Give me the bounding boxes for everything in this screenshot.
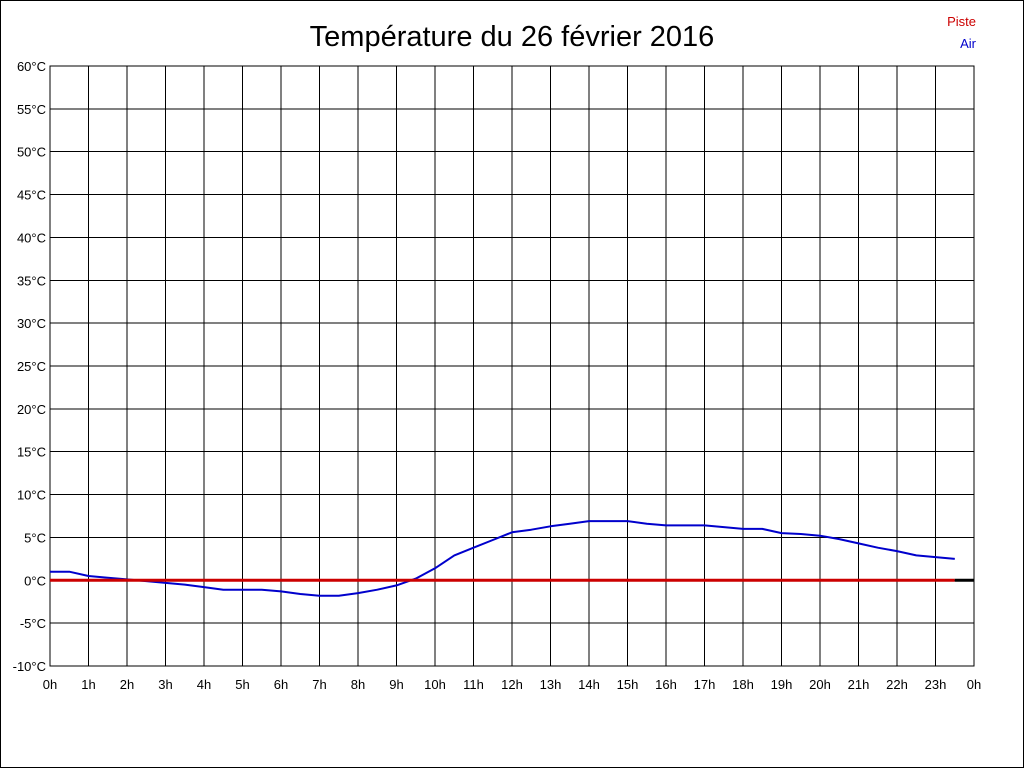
y-tick-label: 0°C [24,573,46,588]
y-tick-label: 30°C [17,316,46,331]
chart-title: Température du 26 février 2016 [310,21,715,53]
series-line-air [50,520,955,597]
x-tick-label: 0h [967,677,981,692]
x-tick-label: 1h [81,677,95,692]
x-tick-label: 16h [655,677,677,692]
y-tick-label: -5°C [20,616,46,631]
y-tick-label: 5°C [24,530,46,545]
x-tick-label: 14h [578,677,600,692]
y-tick-label: 55°C [17,102,46,117]
x-tick-label: 12h [501,677,523,692]
x-tick-label: 10h [424,677,446,692]
x-tick-label: 18h [732,677,754,692]
y-tick-label: 60°C [17,59,46,74]
y-tick-label: 10°C [17,488,46,503]
grid [49,65,975,667]
x-tick-label: 20h [809,677,831,692]
x-tick-label: 15h [617,677,639,692]
y-tick-label: -10°C [13,659,46,674]
legend: Piste Air [947,14,977,51]
x-tick-label: 17h [694,677,716,692]
x-tick-label: 9h [389,677,403,692]
y-tick-label: 25°C [17,359,46,374]
y-tick-label: 20°C [17,402,46,417]
x-tick-label: 0h [43,677,57,692]
x-tick-label: 8h [351,677,365,692]
x-tick-label: 11h [463,677,484,692]
y-tick-label: 40°C [17,230,46,245]
x-tick-label: 13h [540,677,562,692]
x-tick-label: 21h [848,677,870,692]
plot-border [49,65,975,667]
y-tick-label: 45°C [17,188,46,203]
x-axis-labels: 0h 1h 2h 3h 4h 5h 6h 7h 8h 9h 10h 11h 12h 13h 14h 15h 16… [43,677,981,692]
y-tick-label: 15°C [17,445,46,460]
x-tick-label: 19h [771,677,793,692]
x-tick-label: 23h [925,677,947,692]
x-tick-label: 4h [197,677,211,692]
series-lines [50,520,974,597]
x-tick-label: 6h [274,677,288,692]
x-tick-label: 2h [120,677,134,692]
legend-entry-air: Air [960,36,977,51]
x-tick-label: 22h [886,677,908,692]
x-tick-label: 5h [235,677,249,692]
y-axis-labels: 60°C 55°C 50°C 45°C 40°C 35°C 30°C 25°C 20°C 15°C… [13,59,46,674]
x-tick-label: 3h [158,677,172,692]
legend-entry-piste: Piste [947,14,976,29]
y-tick-label: 50°C [17,145,46,160]
y-tick-label: 35°C [17,273,46,288]
x-tick-label: 7h [312,677,326,692]
